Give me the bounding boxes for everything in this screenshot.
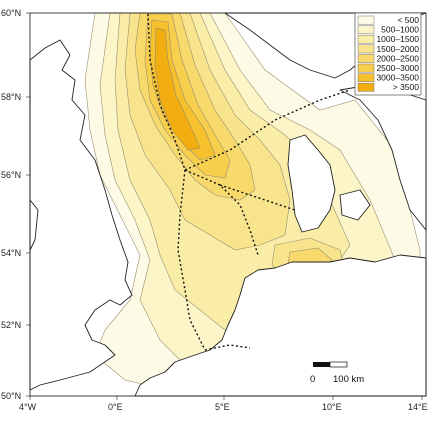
contour-gt3500 [154,27,201,151]
lat-label-50: 50°N [1,391,21,401]
legend-swatch [357,25,375,35]
legend-label: 2500–3000 [376,63,419,73]
lon-label-4w: 4°W [19,402,37,412]
coast-great-britain [29,39,133,391]
lat-label-54: 54°N [1,248,21,258]
coast-continent [134,254,427,397]
map-frame [29,12,427,397]
lat-label-56: 56°N [1,170,21,180]
boundary-norway-denmark [184,89,351,171]
scale-bar: 0 100 km [310,361,364,385]
longitude-axis: 4°W 0°E 5°E 10°E 14°E [19,396,428,412]
scale-start-label: 0 [310,374,315,385]
coastlines [29,12,427,397]
legend-label: < 500 [397,15,419,25]
legend-label: > 3500 [393,82,420,92]
coast-denmark-islands [339,189,371,221]
legend-swatch [357,63,375,73]
boundary-uk-continent [177,169,206,351]
scale-end-label: 100 km [333,374,364,385]
lon-label-14e: 14°E [408,402,428,412]
boundary-uk-norway [147,13,186,171]
legend-label: 500–1000 [381,25,419,35]
lat-label-60: 60°N [1,8,21,18]
boundary-denmark-germany [219,184,296,211]
legend-swatch [357,54,375,63]
lon-label-5e: 5°E [215,402,230,412]
legend: < 500500–10001000–15001500–20002000–2500… [354,12,422,96]
coast-denmark [287,134,336,233]
legend-swatch [357,34,375,44]
lon-label-10e: 10°E [322,402,342,412]
lon-label-0e: 0°E [108,402,123,412]
legend-swatch [357,82,375,92]
eez-boundaries [147,13,351,351]
latitude-axis: 60°N 58°N 56°N 54°N 52°N 50°N [1,8,30,401]
legend-label: 1000–1500 [376,34,419,44]
lat-label-52: 52°N [1,320,21,330]
lat-label-58: 58°N [1,92,21,102]
scale-bar-white [329,361,348,368]
legend-label: 3000–3500 [376,73,419,83]
scale-bar-black [313,362,330,367]
legend-swatch [357,73,375,83]
legend-label: 1500–2000 [376,44,419,54]
legend-swatch [357,44,375,54]
legend-label: 2000–2500 [376,53,419,63]
legend-swatch [357,15,375,25]
